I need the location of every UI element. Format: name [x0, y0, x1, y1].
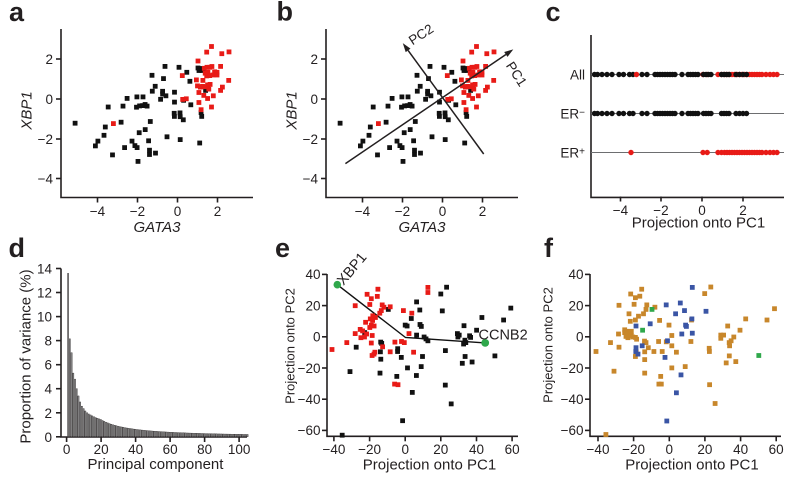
svg-text:a: a: [9, 0, 25, 27]
svg-text:−40: −40: [298, 392, 321, 407]
svg-text:0: 0: [63, 442, 71, 457]
svg-text:−20: −20: [561, 361, 584, 376]
svg-text:40: 40: [305, 267, 320, 282]
svg-text:20: 20: [433, 442, 448, 457]
svg-text:−2: −2: [38, 132, 53, 147]
svg-text:c: c: [546, 0, 561, 27]
svg-text:0: 0: [45, 92, 53, 107]
svg-text:−2: −2: [303, 132, 318, 147]
svg-text:Principal component: Principal component: [88, 456, 225, 473]
svg-text:2: 2: [214, 204, 222, 219]
svg-text:GATA3: GATA3: [134, 219, 182, 236]
svg-text:−4: −4: [38, 172, 54, 187]
svg-text:0: 0: [174, 204, 182, 219]
svg-text:40: 40: [128, 442, 143, 457]
svg-text:XBP1: XBP1: [284, 91, 301, 130]
svg-text:−20: −20: [298, 361, 321, 376]
svg-text:b: b: [277, 0, 294, 27]
svg-text:80: 80: [197, 442, 212, 457]
svg-text:−40: −40: [587, 442, 610, 457]
svg-text:20: 20: [94, 442, 109, 457]
svg-text:−2: −2: [653, 203, 668, 218]
svg-text:Projection onto PC1: Projection onto PC1: [625, 457, 758, 474]
svg-text:d: d: [9, 233, 26, 263]
svg-text:2: 2: [479, 204, 487, 219]
svg-text:8: 8: [44, 334, 52, 349]
svg-text:All: All: [570, 68, 585, 83]
svg-text:Projection onto PC1: Projection onto PC1: [363, 457, 496, 474]
svg-text:−60: −60: [298, 423, 321, 438]
svg-text:−4: −4: [90, 204, 106, 219]
svg-text:XBP1: XBP1: [19, 91, 36, 130]
svg-text:20: 20: [305, 298, 320, 313]
svg-text:−20: −20: [358, 442, 381, 457]
svg-text:0: 0: [439, 204, 447, 219]
svg-text:60: 60: [505, 442, 520, 457]
svg-text:2: 2: [739, 203, 747, 218]
svg-text:−4: −4: [355, 204, 371, 219]
svg-text:100: 100: [228, 442, 251, 457]
svg-text:10: 10: [37, 310, 52, 325]
svg-text:ER+: ER+: [560, 146, 585, 161]
svg-text:6: 6: [44, 358, 52, 373]
svg-text:40: 40: [733, 442, 748, 457]
svg-text:12: 12: [37, 286, 52, 301]
svg-text:Projection onto PC2: Projection onto PC2: [541, 287, 556, 403]
svg-text:14: 14: [37, 262, 53, 277]
svg-text:0: 0: [310, 92, 318, 107]
svg-text:−2: −2: [395, 204, 410, 219]
svg-text:20: 20: [697, 442, 712, 457]
svg-text:Projection onto PC2: Projection onto PC2: [283, 288, 298, 404]
svg-text:2: 2: [310, 52, 318, 67]
svg-text:0: 0: [576, 330, 584, 345]
svg-text:2: 2: [45, 52, 53, 67]
svg-text:2: 2: [44, 406, 52, 421]
svg-text:GATA3: GATA3: [399, 219, 447, 236]
svg-text:0: 0: [313, 330, 321, 345]
svg-text:20: 20: [568, 298, 583, 313]
svg-text:−60: −60: [561, 423, 584, 438]
svg-text:Proportion of variance (%): Proportion of variance (%): [18, 269, 35, 443]
svg-text:60: 60: [163, 442, 178, 457]
svg-text:0: 0: [401, 442, 409, 457]
svg-text:CCNB2: CCNB2: [479, 328, 528, 344]
svg-text:4: 4: [44, 382, 52, 397]
svg-text:60: 60: [769, 442, 784, 457]
svg-text:e: e: [275, 233, 290, 263]
svg-text:−20: −20: [622, 442, 645, 457]
svg-text:−40: −40: [322, 442, 345, 457]
svg-text:−4: −4: [303, 172, 319, 187]
svg-text:0: 0: [698, 203, 706, 218]
svg-text:40: 40: [469, 442, 484, 457]
svg-text:0: 0: [44, 430, 52, 445]
svg-text:ER−: ER−: [560, 107, 585, 122]
svg-text:−4: −4: [613, 203, 629, 218]
svg-text:0: 0: [666, 442, 674, 457]
svg-text:f: f: [544, 233, 554, 263]
svg-text:−40: −40: [561, 392, 584, 407]
svg-text:40: 40: [568, 267, 583, 282]
svg-text:−2: −2: [130, 204, 145, 219]
svg-text:Projection onto PC1: Projection onto PC1: [632, 215, 765, 232]
